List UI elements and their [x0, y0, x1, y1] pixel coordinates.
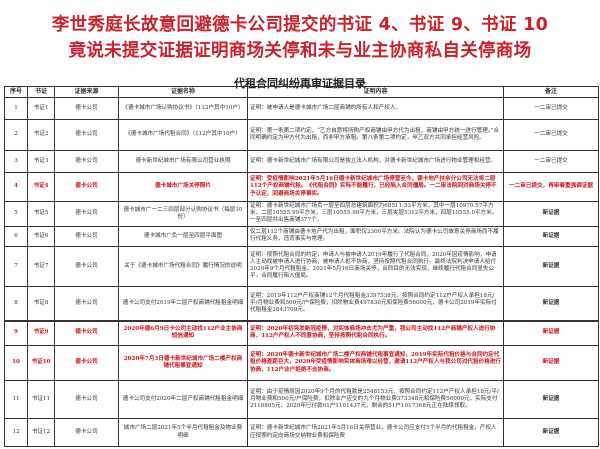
evidence-name: 德卡新世纪城市广场有限公司营业执照 [118, 150, 248, 173]
table-row: 8 书证8 德卡公司 德卡公司支付2019年二层产权商铺代租租金明细 证明：2019年1… [4, 285, 599, 322]
row-number: 3 [4, 150, 28, 173]
col-header: 证据来源 [54, 86, 119, 98]
evidence-note: 一二审已提交 [503, 97, 599, 120]
col-header: 序号 [4, 86, 28, 98]
evidence-id: 书证8 [27, 285, 55, 322]
table-row: 12 书证12 德卡公司 城市广场二层2021年5个半月代租租金及物业费明细 证明：德卡… [4, 418, 599, 447]
evidence-id: 书证10 [27, 345, 55, 381]
table-row: 5 书证5 德卡公司 德卡城市广一二三四层部分认购协议书（每层10份） 证明：德卡新世纪… [4, 201, 599, 227]
evidence-content: 证明：德卡新世纪城市广场有限公司是独立法人机构，对德卡新世纪城市广场进行物业管理… [247, 150, 504, 173]
col-header: 书证 [27, 86, 55, 98]
evidence-name: 德卡公司支付2020年二层产权商铺代租租金明细 [118, 380, 248, 419]
evidence-source: 德卡公司 [54, 320, 119, 346]
evidence-source: 德卡公司 [54, 418, 119, 447]
evidence-id: 书证4 [27, 172, 55, 202]
table-row: 7 书证7 德卡公司 关于《德卡城市广场代租合同》履行情况的说明 证明：按照代租合同的约… [4, 245, 599, 287]
evidence-name: 2020年7月3日德卡新世纪城市广场二楼产权商铺代租事宜通知 [118, 345, 248, 381]
evidence-id: 书证11 [27, 380, 55, 419]
col-header: 证据名称 [118, 86, 248, 98]
evidence-content: 仅二层112个商铺由德卡地产代为出租，面积仅2300平方米。法院认为德卡公司故意… [247, 225, 504, 247]
evidence-id: 书证5 [27, 201, 55, 227]
row-number: 7 [4, 245, 28, 287]
evidence-source: 德卡公司 [54, 245, 119, 287]
evidence-source: 德卡公司 [54, 150, 119, 173]
evidence-name: 《德卡城市广场认购协议书》（112户其中10户） [118, 97, 248, 120]
row-number: 4 [4, 172, 28, 202]
evidence-name: 城市广场二层2021年5个半月代租租金及物业费明细 [118, 418, 248, 447]
evidence-content: 证明：按照代租合同的约定，申请人与被申请人2019年履行了代租合同。2020年因… [247, 245, 504, 287]
evidence-content: 证明：受疫情影响2021年5月16日德卡新世纪城市广场停营至今，德卡地产扶余分公… [247, 172, 504, 202]
table-row: 11 书证11 德卡公司 德卡公司支付2020年二层产权商铺代租租金明细 证明：由于疫情… [4, 380, 599, 419]
table-row: 2 书证2 德卡公司 《德卡城市广场代租合同》（112户其中10户） 证明：第一条第二项… [4, 119, 599, 151]
row-number: 12 [4, 418, 28, 447]
evidence-id: 书证6 [27, 225, 55, 247]
table-row: 10 书证10 德卡公司 2020年7月3日德卡新世纪城市广场二楼产权商铺代租事宜通知… [4, 345, 599, 381]
col-header: 备注 [503, 86, 599, 98]
evidence-content: 证明：2020年德卡新世纪城市广场二楼产权商铺代租事宜通知，2019年实际代租价… [247, 345, 504, 381]
evidence-name: 德卡城市广负一层至四层平面图 [118, 225, 248, 247]
evidence-table: 序号 书证 证据来源 证据名称 证明内容 备注 1 书证1 德卡公司 《德卡城市广场认… [4, 86, 599, 322]
table-row: 4 书证4 德卡公司 德卡城市广场关停照片 证明：受疫情影响2021年5月16日德卡新世… [4, 172, 599, 202]
evidence-content: 证明：被申请人是德卡城市广场二层商铺的所有人和产权人。 [247, 97, 504, 120]
evidence-note: 新证据 [503, 320, 599, 346]
evidence-content: 证明：2019年112户产权商铺12个月代租租金3397538元，按照合同约定1… [247, 285, 504, 322]
evidence-name: 关于《德卡城市广场代租合同》履行情况的说明 [118, 245, 248, 287]
table-row: 3 书证3 德卡公司 德卡新世纪城市广场有限公司营业执照 证明：德卡新世纪城市广场有限公… [4, 150, 599, 173]
row-number: 1 [4, 97, 28, 120]
row-number: 11 [4, 380, 28, 419]
evidence-name: 德卡城市广一二三四层部分认购协议书（每层10份） [118, 201, 248, 227]
evidence-note: 一二审已提交，再审着重强调证据 [503, 172, 599, 202]
evidence-content: 证明：由于疫情原因2020年9个月的代租款是2548153元，按照合同约定112… [247, 380, 504, 419]
evidence-note: 新证据 [503, 201, 599, 227]
evidence-note: 新证据 [503, 245, 599, 287]
table-row: 6 书证6 德卡公司 德卡城市广负一层至四层平面图 仅二层112个商铺由德卡地产代为出租… [4, 225, 599, 247]
headline-line-2: 竟说未提交证据证明商场关停和未与业主协商私自关停商场 [68, 41, 532, 61]
evidence-note: 一二审已提交 [503, 150, 599, 173]
row-number: 6 [4, 225, 28, 247]
evidence-content: 证明：第一条第二项约定，“乙方自愿将所购产权商铺由甲方代为出租，商铺由甲方统一进… [247, 119, 504, 151]
evidence-id: 书证7 [27, 245, 55, 287]
evidence-note: 新证据 [503, 418, 599, 447]
evidence-id: 书证12 [27, 418, 55, 447]
row-number: 8 [4, 285, 28, 322]
evidence-id: 书证2 [27, 119, 55, 151]
row-number: 5 [4, 201, 28, 227]
evidence-name: 德卡城市广场关停照片 [118, 172, 248, 202]
evidence-table-continued: 9 书证9 德卡公司 2020年德6月9日卡公司主动找112户业主协商短信通知 证明：2… [4, 320, 599, 447]
evidence-source: 德卡公司 [54, 285, 119, 322]
evidence-source: 德卡公司 [54, 345, 119, 381]
row-number: 10 [4, 345, 28, 381]
evidence-source: 德卡公司 [54, 172, 119, 202]
evidence-id: 书证1 [27, 97, 55, 120]
evidence-note: 新证据 [503, 225, 599, 247]
row-number: 2 [4, 119, 28, 151]
evidence-content: 证明：德卡新世纪城市广场负一层至四层总建筑面积为68511.53平方米，其中一层… [247, 201, 504, 227]
headline-line-1: 李世秀庭长故意回避德卡公司提交的书证 4、书证 9、书证 10 [51, 15, 549, 35]
evidence-note: 一二审已提交 [503, 119, 599, 151]
evidence-source: 德卡公司 [54, 225, 119, 247]
evidence-id: 书证9 [27, 320, 55, 346]
row-number: 9 [4, 320, 28, 346]
evidence-source: 德卡公司 [54, 201, 119, 227]
table-header: 序号 书证 证据来源 证据名称 证明内容 备注 [4, 86, 599, 98]
evidence-name: 2020年德6月9日卡公司主动找112户业主协商短信通知 [118, 320, 248, 346]
evidence-source: 德卡公司 [54, 380, 119, 419]
table-row: 1 书证1 德卡公司 《德卡城市广场认购协议书》（112户其中10户） 证明：被申请人是… [4, 97, 599, 120]
evidence-name: 《德卡城市广场代租合同》（112户其中10户） [118, 119, 248, 151]
col-header: 证明内容 [247, 86, 504, 98]
evidence-content: 证明：2020年初突发新冠疫情，对实体商场冲击尤为严重，我公司主动找112户商铺… [247, 320, 504, 346]
table-row: 9 书证9 德卡公司 2020年德6月9日卡公司主动找112户业主协商短信通知 证明：2… [4, 320, 599, 346]
evidence-content: 证明：德卡新世纪城市广场2021年5月16日关停营业，德卡公司应支付5个半月的代… [247, 418, 504, 447]
evidence-note: 新证据 [503, 285, 599, 322]
evidence-source: 德卡公司 [54, 119, 119, 151]
evidence-name: 德卡公司支付2019年二层产权商铺代租租金明细 [118, 285, 248, 322]
evidence-note: 新证据 [503, 345, 599, 381]
evidence-note: 新证据 [503, 380, 599, 419]
evidence-source: 德卡公司 [54, 97, 119, 120]
evidence-id: 书证3 [27, 150, 55, 173]
